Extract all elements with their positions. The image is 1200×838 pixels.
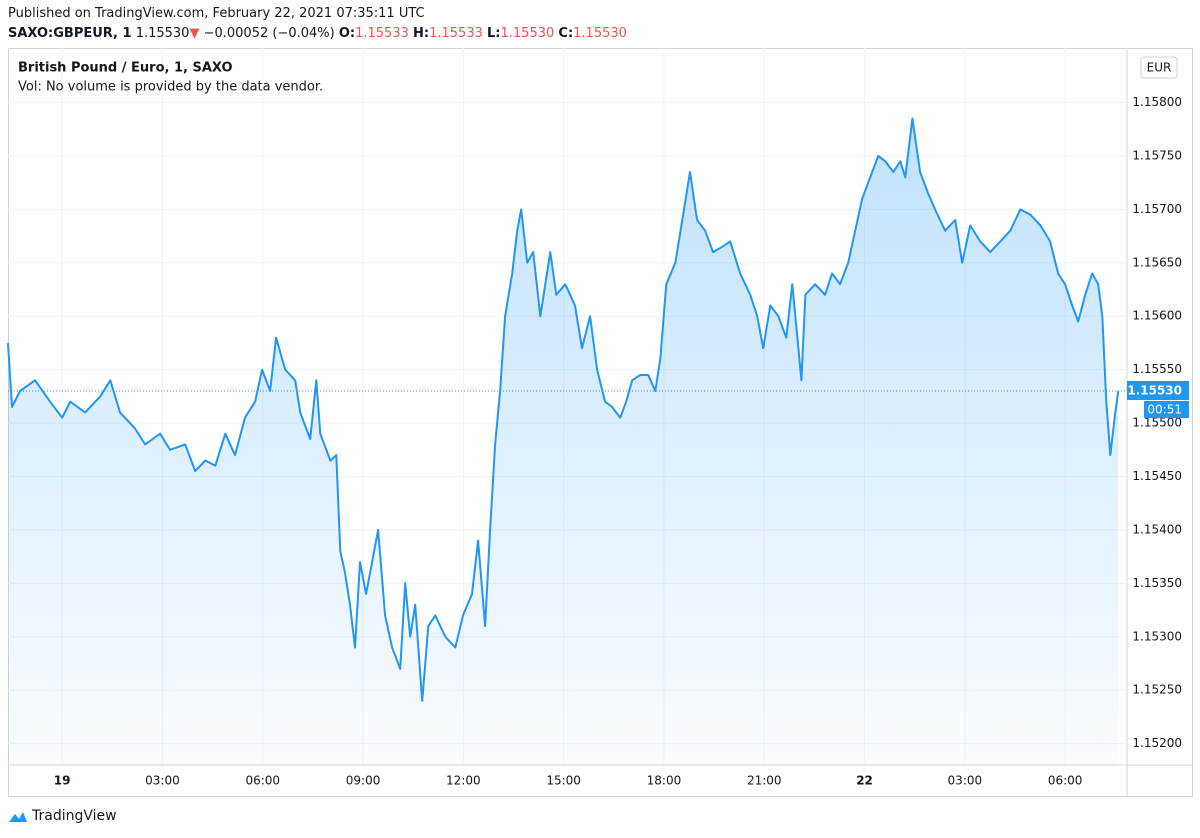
- change: −0.00052 (−0.04%): [203, 26, 335, 41]
- y-tick-label: 1.15400: [1132, 522, 1182, 536]
- x-tick-label: 03:00: [948, 774, 983, 788]
- l-label: L:: [487, 26, 501, 41]
- x-tick-label: 15:00: [546, 774, 581, 788]
- y-tick-label: 1.15500: [1132, 416, 1182, 430]
- y-tick-label: 1.15700: [1132, 202, 1182, 216]
- x-tick-label: 18:00: [647, 774, 682, 788]
- area-fill: [8, 118, 1119, 765]
- x-tick-label: 06:00: [245, 774, 280, 788]
- y-tick-label: 1.15300: [1132, 629, 1182, 643]
- c-label: C:: [558, 26, 574, 41]
- symbol-line: SAXO:GBPEUR, 1 1.15530▼ −0.00052 (−0.04%…: [8, 26, 627, 41]
- x-tick-label: 21:00: [747, 774, 782, 788]
- currency-button[interactable]: [1140, 56, 1178, 79]
- h-label: H:: [413, 26, 430, 41]
- countdown-label: 00:51: [1147, 403, 1182, 417]
- currency-label[interactable]: EUR: [1147, 61, 1172, 75]
- x-tick-label: 12:00: [446, 774, 481, 788]
- y-tick-label: 1.15350: [1132, 576, 1182, 590]
- price: 1.15530: [135, 26, 190, 41]
- price-line: [7, 117, 1120, 702]
- h-value: 1.15533: [429, 26, 483, 41]
- y-tick-label: 1.15650: [1132, 255, 1182, 269]
- x-tick-label: 09:00: [346, 774, 381, 788]
- y-tick-label: 1.15250: [1132, 683, 1182, 697]
- c-value: 1.15530: [573, 26, 627, 41]
- x-tick-label: 19: [54, 774, 71, 788]
- series-title: British Pound / Euro, 1, SAXO: [18, 61, 233, 76]
- chart: British Pound / Euro, 1, SAXO Vol: No vo…: [7, 48, 1193, 797]
- y-tick-label: 1.15450: [1132, 469, 1182, 483]
- arrow: ▼: [189, 26, 200, 41]
- y-tick-label: 1.15550: [1132, 362, 1182, 376]
- o-value: 1.15533: [355, 26, 409, 41]
- last-price-label: 1.15530: [1127, 384, 1182, 398]
- y-tick-label: 1.15750: [1132, 148, 1182, 162]
- y-tick-label: 1.15200: [1132, 736, 1182, 750]
- last-price-box: [1127, 381, 1189, 401]
- subtitle: Vol: No volume is provided by the data v…: [18, 80, 323, 95]
- x-tick-label: 06:00: [1048, 774, 1083, 788]
- y-tick-label: 1.15800: [1132, 95, 1182, 109]
- published-line: Published on TradingView.com, February 2…: [8, 6, 425, 21]
- symbol: SAXO:GBPEUR, 1: [8, 26, 132, 41]
- x-tick-label: 22: [856, 774, 873, 788]
- x-tick-label: 03:00: [145, 774, 180, 788]
- y-tick-label: 1.15600: [1132, 309, 1182, 323]
- footer-brand: TradingView: [32, 808, 117, 824]
- o-label: O:: [338, 26, 356, 41]
- logo-icon: [9, 812, 27, 822]
- countdown-box: [1144, 401, 1189, 419]
- l-value: 1.15530: [500, 26, 555, 41]
